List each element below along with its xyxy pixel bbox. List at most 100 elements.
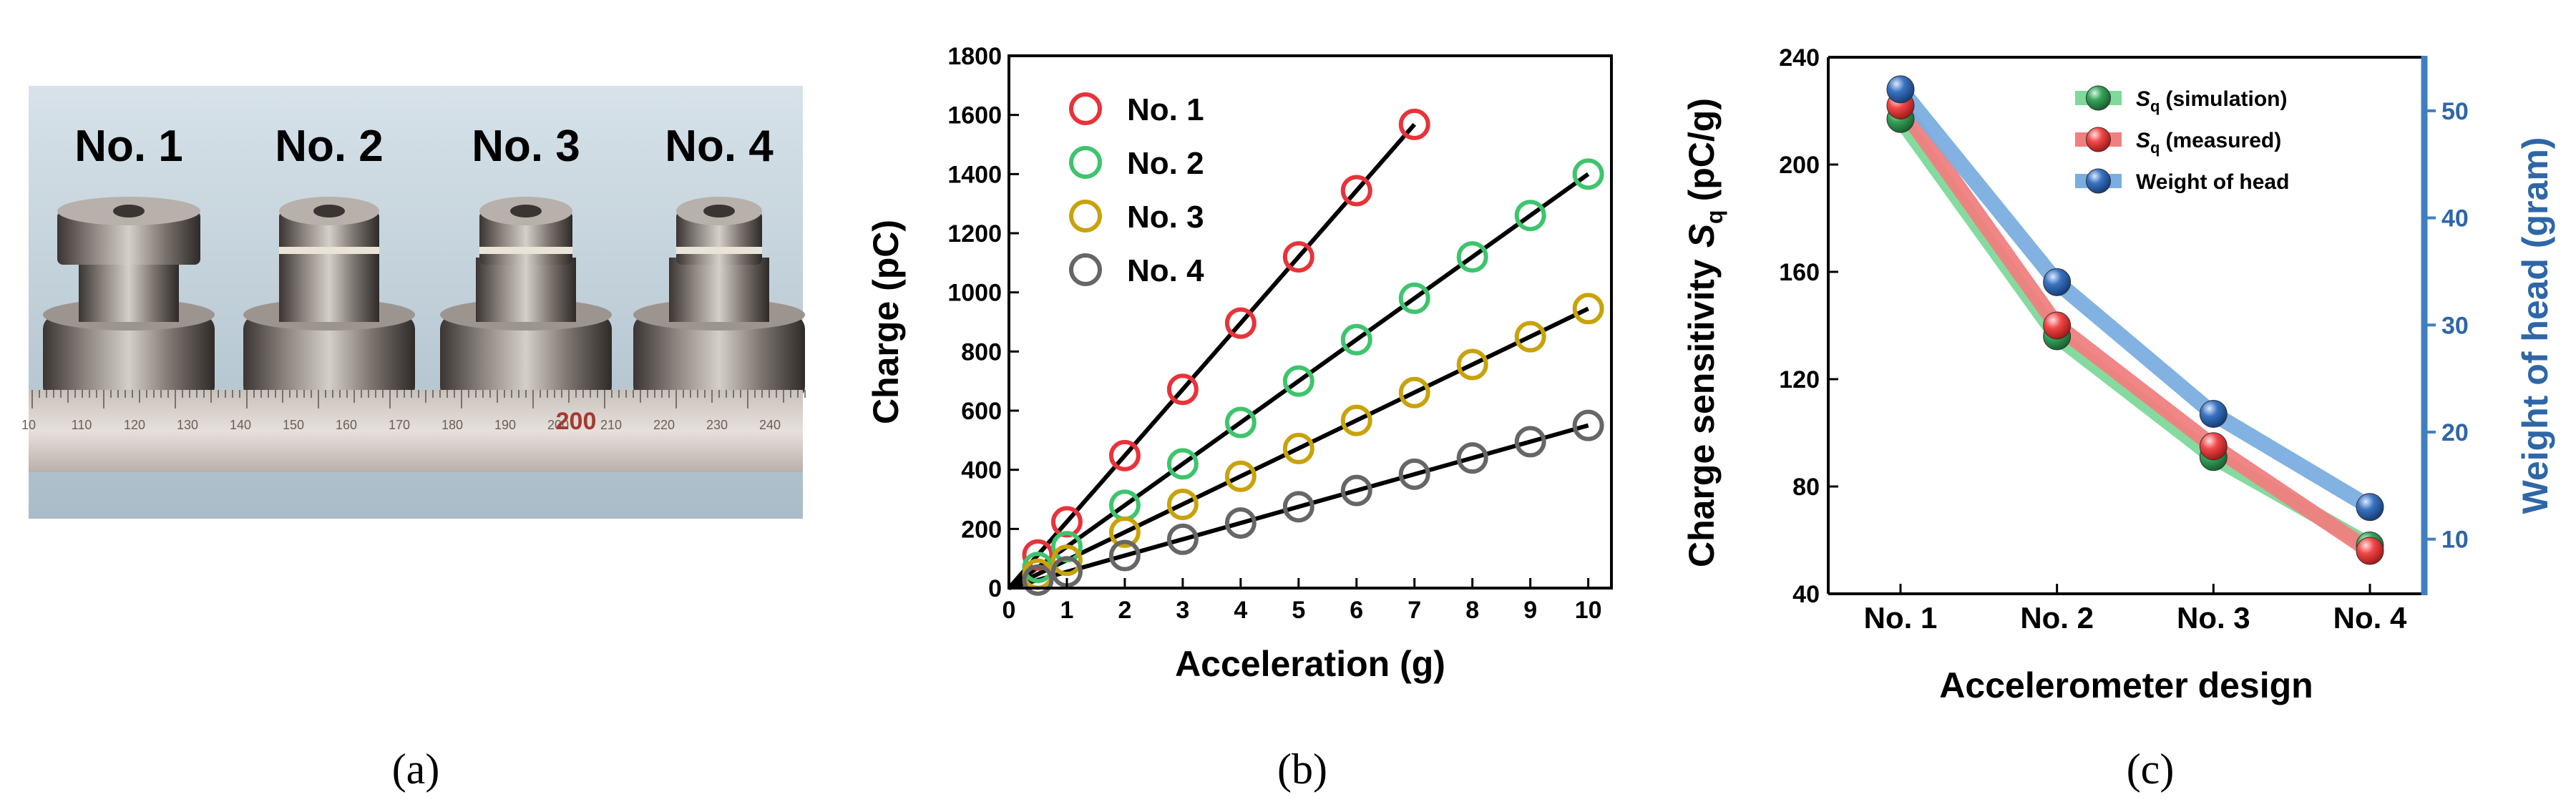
data-point-no-4 xyxy=(1456,442,1488,474)
y2-tick-label: 10 xyxy=(2441,527,2469,554)
y2-tick-label: 50 xyxy=(2441,98,2469,125)
accelerometer-2 xyxy=(243,197,415,401)
ruler-number: 220 xyxy=(653,418,675,432)
ruler-number: 130 xyxy=(177,418,198,432)
panel-label-b: (b) xyxy=(1277,745,1327,793)
accelerometer-shaft xyxy=(476,258,576,322)
accelerometer-1 xyxy=(43,197,215,401)
ruler-number: 200 xyxy=(547,418,569,432)
ruler-number: 160 xyxy=(336,418,357,432)
piezo-ring xyxy=(479,247,572,254)
y-axis-title-symbol: S xyxy=(1682,224,1722,248)
accelerometer-base xyxy=(440,315,612,401)
y-tick-label: 1200 xyxy=(947,220,1002,248)
ruler-number: 140 xyxy=(230,418,251,432)
data-point-no-1 xyxy=(1050,506,1083,538)
series-point-3 xyxy=(2043,268,2072,296)
ruler-number: 190 xyxy=(494,418,516,432)
data-point-no-4 xyxy=(1022,564,1054,596)
accelerometer-hole xyxy=(703,205,735,217)
y-axis-title: Charge (pC) xyxy=(866,220,906,424)
data-point-no-1 xyxy=(1108,439,1141,471)
accelerometer-shaft xyxy=(669,258,769,322)
y-axis-title-text: Charge sensitivity xyxy=(1682,259,1722,567)
data-point-no-3 xyxy=(1224,460,1257,492)
panel-a-photo: No. 1 No. 2 No. 3 No. 4 10 110 120 130 140 150 16… xyxy=(21,86,806,519)
legend-name: (measured) xyxy=(2165,129,2281,152)
legend-marker-3 xyxy=(2086,168,2111,194)
x-tick-label: 10 xyxy=(1575,597,1602,624)
x-tick-label: 5 xyxy=(1292,597,1305,624)
data-point-no-3 xyxy=(1514,321,1546,353)
ruler-number: 180 xyxy=(441,418,463,432)
y-tick-label: 40 xyxy=(1792,581,1820,608)
data-point-no-3 xyxy=(1166,489,1199,521)
series-point-3 xyxy=(2199,400,2228,429)
y-tick-label: 400 xyxy=(961,457,1002,484)
x-tick-label: 3 xyxy=(1176,597,1189,624)
data-point-no-1 xyxy=(1340,175,1372,207)
legend-subscript: q xyxy=(2150,97,2160,115)
x-tick-label: 6 xyxy=(1350,597,1363,624)
fit-line-no-3 xyxy=(1008,306,1589,590)
x-tick-label: 0 xyxy=(1002,597,1016,624)
series-line-3 xyxy=(1893,81,2378,515)
series-point-2 xyxy=(2043,311,2072,340)
data-point-no-4 xyxy=(1340,474,1372,507)
data-point-no-3 xyxy=(1108,516,1141,548)
x-tick-label: 7 xyxy=(1407,597,1421,624)
ruler-number: 170 xyxy=(389,418,410,432)
data-point-no-2 xyxy=(1514,200,1546,232)
y-axis-title-unit: (pC/g) xyxy=(1682,98,1722,201)
accelerometer-shaft xyxy=(79,258,179,322)
series-line-2 xyxy=(1893,97,2378,559)
legend-name: (simulation) xyxy=(2165,87,2287,111)
data-point-no-4 xyxy=(1282,491,1314,523)
photo-label-4: No. 4 xyxy=(665,122,774,171)
y-tick-label: 0 xyxy=(988,575,1002,602)
legend-label-no-3: No. 3 xyxy=(1127,200,1204,235)
ruler: 10 110 120 130 140 150 160 170 180 190 200 210 220 23… xyxy=(21,390,806,472)
y2-tick-label: 40 xyxy=(2441,205,2469,233)
y2-tick-label: 20 xyxy=(2441,419,2469,446)
accelerometer-head xyxy=(57,211,200,265)
data-point-no-2 xyxy=(1166,448,1199,480)
legend-marker-no-3 xyxy=(1069,200,1102,233)
piezo-ring xyxy=(676,247,762,254)
y-tick-label: 1800 xyxy=(947,43,1002,70)
y-tick-label: 1000 xyxy=(947,280,1002,307)
accelerometer-hole xyxy=(113,205,145,217)
plot-frame xyxy=(1008,54,1613,590)
y2-tick-label: 30 xyxy=(2441,312,2469,339)
legend-label-no-1: No. 1 xyxy=(1127,92,1204,127)
data-point-no-2 xyxy=(1282,365,1314,397)
panel-c-chart: 40 80 120 160 200 240 10 20 30 40 50 No. 1 No. 2 No. … xyxy=(1682,44,2555,705)
legend-marker-2 xyxy=(2086,127,2111,152)
legend-symbol: S xyxy=(2136,129,2150,152)
data-point-no-3 xyxy=(1282,432,1314,464)
y-tick-label: 200 xyxy=(961,516,1002,543)
legend-label-no-2: No. 2 xyxy=(1127,146,1204,181)
y-tick-label: 600 xyxy=(961,398,1002,425)
data-point-no-3 xyxy=(1340,404,1372,436)
data-point-no-4 xyxy=(1398,458,1430,490)
series-point-2 xyxy=(2199,432,2228,461)
y-axis-title-subscript: q xyxy=(1702,210,1727,224)
ruler-number: 10 xyxy=(21,418,36,432)
legend-subscript: q xyxy=(2150,139,2160,157)
series-point-3 xyxy=(2356,493,2384,522)
data-point-no-3 xyxy=(1050,544,1083,577)
x-tick-label: 2 xyxy=(1118,597,1131,624)
series-point-2 xyxy=(2356,537,2384,565)
legend-label-no-4: No. 4 xyxy=(1127,253,1204,288)
accelerometer-shaft xyxy=(279,258,379,322)
y-tick-label: 1400 xyxy=(947,161,1002,188)
ruler-highlight-number: 200 xyxy=(556,408,597,435)
ruler-number: 120 xyxy=(124,418,145,432)
data-point-no-1 xyxy=(1224,307,1257,339)
data-point-no-4 xyxy=(1166,523,1199,555)
legend-marker-no-4 xyxy=(1069,253,1102,286)
x-category-label: No. 1 xyxy=(1864,601,1938,635)
x-category-label: No. 3 xyxy=(2177,601,2250,635)
legend-marker-no-1 xyxy=(1069,92,1102,125)
